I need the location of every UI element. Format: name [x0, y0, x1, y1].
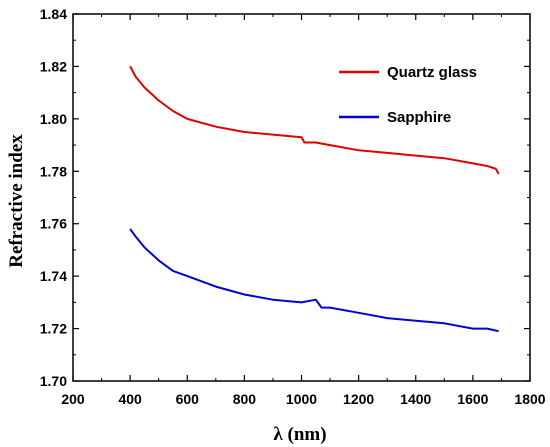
x-tick-label: 1800	[514, 391, 545, 407]
x-tick-label: 200	[61, 391, 85, 407]
y-tick-label: 1.82	[40, 58, 67, 74]
x-tick-label: 800	[233, 391, 257, 407]
legend-label: Sapphire	[387, 109, 451, 126]
y-tick-label: 1.74	[40, 268, 67, 284]
x-tick-label: 1200	[343, 391, 374, 407]
legend-label: Quartz glass	[387, 64, 477, 81]
y-tick-label: 1.76	[40, 216, 67, 232]
y-tick-label: 1.78	[40, 163, 67, 179]
x-tick-label: 600	[176, 391, 200, 407]
y-tick-label: 1.72	[40, 321, 67, 337]
plot-layer: 200 400 600 800 1000 1200 1400 1600 1800 1.70 1.72…	[40, 6, 546, 407]
x-axis-title: λ (nm)	[273, 424, 326, 445]
x-tick-label: 1600	[457, 391, 488, 407]
series-line-quartz-glass	[129, 65, 500, 175]
y-tick-label: 1.80	[40, 111, 67, 127]
y-tick-label: 1.84	[40, 6, 67, 22]
x-tick-label: 1400	[400, 391, 431, 407]
y-axis-title: Refractive index	[6, 134, 27, 268]
x-tick-label: 400	[118, 391, 142, 407]
series-line-sapphire	[129, 228, 499, 333]
x-tick-label: 1000	[286, 391, 317, 407]
y-tick-label: 1.70	[40, 373, 67, 389]
